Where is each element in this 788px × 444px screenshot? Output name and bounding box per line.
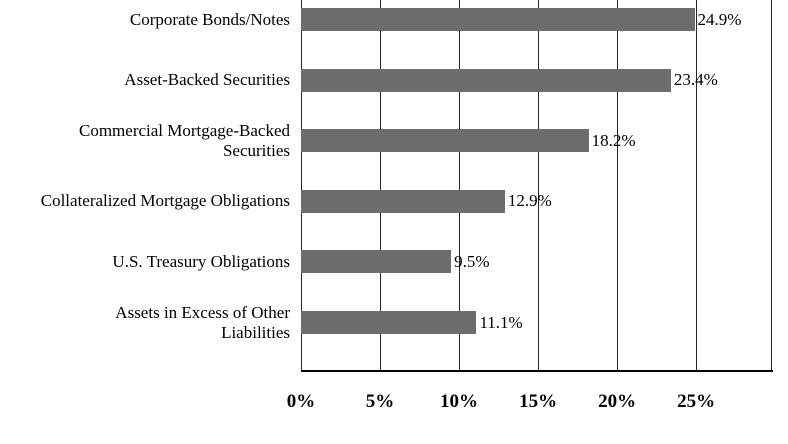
plot-right-border xyxy=(771,0,772,370)
gridline-20% xyxy=(617,0,619,370)
x-tick-label-25%: 25% xyxy=(677,391,716,412)
category-labels: Corporate Bonds/Notes Asset-Backed Securi… xyxy=(0,0,296,370)
bar xyxy=(301,250,452,274)
category-label: Assets in Excess of Other Liabilities xyxy=(115,302,290,342)
plot-area: 24.9% 23.4% 18.2% 12.9% 9.5% 11.1% xyxy=(301,0,772,370)
bar-row: 23.4% xyxy=(301,68,772,92)
category-label: Commercial Mortgage-Backed Securities xyxy=(78,120,290,160)
gridline-15% xyxy=(538,0,540,370)
category-label: Asset-Backed Securities xyxy=(124,70,290,90)
value-label: 11.1% xyxy=(479,312,523,332)
value-label: 24.9% xyxy=(697,9,742,29)
bar xyxy=(301,68,671,92)
value-label: 23.4% xyxy=(673,70,718,90)
bar xyxy=(301,311,477,334)
category-label: Collateralized Mortgage Obligations xyxy=(40,191,290,211)
x-axis-line xyxy=(301,370,773,372)
gridline-0% xyxy=(301,0,302,370)
x-tick-label-5%: 5% xyxy=(365,391,395,412)
gridline-25% xyxy=(696,0,698,370)
bar-row: 18.2% xyxy=(301,129,772,153)
bar-row: 12.9% xyxy=(301,189,772,213)
value-label: 12.9% xyxy=(507,191,552,211)
value-label: 9.5% xyxy=(454,251,490,271)
value-label: 18.2% xyxy=(591,130,636,150)
bar xyxy=(301,189,505,213)
category-label: Corporate Bonds/Notes xyxy=(129,9,290,29)
x-tick-label-15%: 15% xyxy=(519,391,558,412)
gridline-5% xyxy=(380,0,382,370)
x-axis: 0% 5% 10% 15% 20% 25% xyxy=(287,371,772,431)
x-tick-label-0%: 0% xyxy=(286,391,316,412)
gridline-10% xyxy=(459,0,461,370)
bar-row: 11.1% xyxy=(301,311,772,334)
bar-row: 24.9% xyxy=(301,8,772,31)
bar-row: 9.5% xyxy=(301,250,772,274)
x-tick-label-10%: 10% xyxy=(440,391,479,412)
category-label: U.S. Treasury Obligations xyxy=(112,251,290,271)
bar xyxy=(301,8,695,31)
x-tick-label-20%: 20% xyxy=(598,391,637,412)
bar xyxy=(301,129,589,153)
